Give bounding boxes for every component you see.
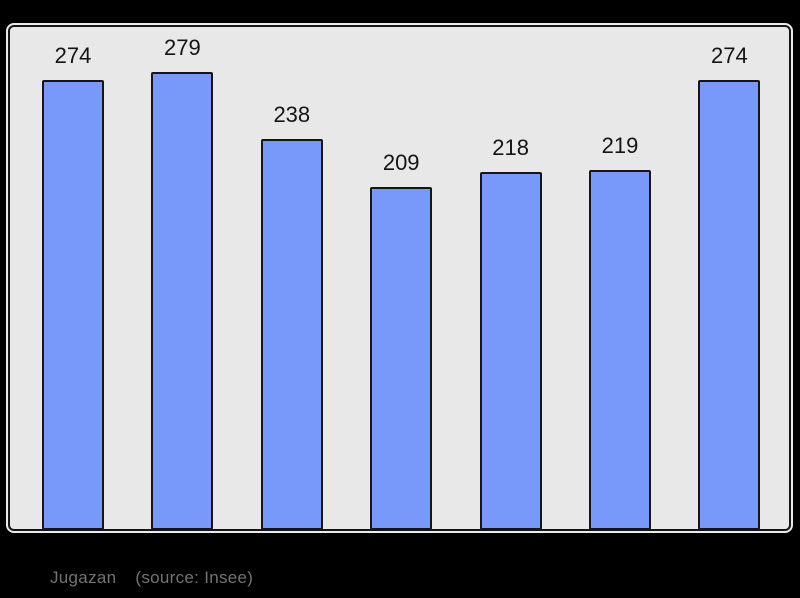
population-bar [260, 139, 323, 529]
source-note: (source: Insee) [135, 568, 254, 587]
population-bar [370, 187, 433, 529]
population-bar [698, 80, 761, 529]
bar-value-label: 209 [382, 150, 420, 175]
bar-value-label: 218 [492, 135, 529, 160]
population-bar [42, 80, 104, 529]
bar-value-label: 238 [273, 102, 311, 127]
plot-area: 274 279 238 209 218 219 274 [8, 25, 791, 531]
bar-value-label: 274 [711, 43, 748, 68]
bar-value-label: 219 [601, 133, 639, 158]
population-bar [589, 170, 651, 529]
bars-container: 274 279 238 209 218 219 274 [10, 27, 789, 529]
bar-value-label: 274 [54, 43, 92, 68]
population-bar [479, 172, 542, 529]
commune-name: Jugazan [50, 568, 117, 587]
population-bar [151, 72, 214, 529]
bar-value-label: 279 [164, 35, 201, 60]
chart-caption: Jugazan (source: Insee) [50, 568, 253, 588]
